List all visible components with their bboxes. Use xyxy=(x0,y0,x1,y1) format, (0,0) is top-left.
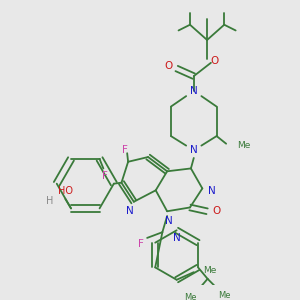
Text: O: O xyxy=(212,206,221,216)
Text: F: F xyxy=(139,238,144,249)
Text: Me: Me xyxy=(184,293,197,300)
Text: N: N xyxy=(173,233,181,243)
Text: HO: HO xyxy=(58,186,73,196)
Text: F: F xyxy=(102,171,108,181)
Text: Me: Me xyxy=(203,266,217,275)
Text: N: N xyxy=(165,216,173,226)
Text: O: O xyxy=(211,56,219,66)
Text: H: H xyxy=(46,196,54,206)
Text: Me: Me xyxy=(218,292,231,300)
Text: N: N xyxy=(126,206,134,216)
Text: N: N xyxy=(190,86,198,96)
Text: F: F xyxy=(122,146,128,155)
Text: N: N xyxy=(190,146,198,155)
Text: N: N xyxy=(208,186,216,196)
Text: O: O xyxy=(164,61,172,71)
Text: Me: Me xyxy=(238,141,251,150)
